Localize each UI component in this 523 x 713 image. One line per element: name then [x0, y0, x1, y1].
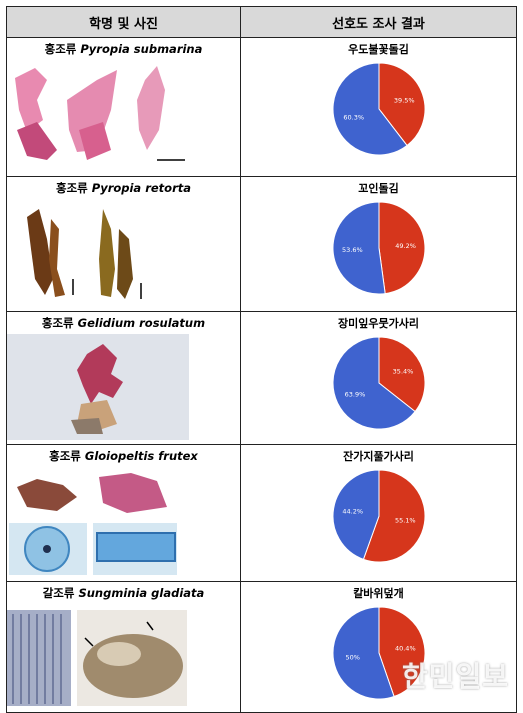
specimen-photo	[15, 66, 185, 161]
header-row: 학명 및 사진 선호도 조사 결과	[6, 6, 517, 38]
pie-slice-label: 50%	[345, 653, 359, 661]
preference-pie-chart: 55.1% 44.2%	[332, 469, 426, 563]
header-species: 학명 및 사진	[6, 6, 241, 38]
algae-group: 갈조류	[42, 586, 75, 600]
specimen-photo	[27, 209, 142, 299]
result-cell: 잔가지풀가사리 55.1% 44.2%	[240, 444, 517, 582]
korean-name: 장미잎우뭇가사리	[338, 317, 419, 330]
pie-slice	[362, 469, 426, 563]
algae-group: 홍조류	[56, 181, 88, 195]
preference-pie-chart: 35.4% 63.9%	[332, 336, 425, 430]
species-cell: 홍조류 Gelidium rosulatum	[6, 311, 241, 445]
pie-slice	[332, 62, 408, 156]
pie-slice-label: 60.3%	[343, 114, 364, 122]
table-row: 갈조류 Sungminia gladiata 칼바위덮개 40.4	[6, 581, 517, 713]
preference-pie-chart: 49.2% 53.6%	[331, 201, 425, 295]
scientific-name: Pyropia submarina	[80, 42, 203, 56]
scientific-name: Gloiopeltis frutex	[84, 449, 198, 463]
species-name: 홍조류 Pyropia submarina	[7, 41, 240, 57]
header-results: 선호도 조사 결과	[240, 6, 517, 38]
specimen-photo	[7, 610, 187, 706]
specimen-photo	[7, 334, 189, 440]
pie-slice-label: 35.4%	[392, 367, 413, 375]
pie-slice	[378, 62, 425, 147]
pie-slice-label: 55.1%	[394, 517, 415, 525]
species-cell: 홍조류 Gloiopeltis frutex	[6, 444, 241, 582]
table-row: 홍조류 Gloiopeltis frutex 잔가지풀가사리 55.1% 44.2…	[6, 444, 517, 582]
preference-pie-chart: 39.5% 60.3%	[332, 62, 425, 156]
specimen-photo	[9, 473, 177, 575]
species-cell: 갈조류 Sungminia gladiata	[6, 581, 241, 713]
pie-slice-label: 39.5%	[393, 96, 414, 104]
species-cell: 홍조류 Pyropia submarina	[6, 37, 241, 177]
pie-slice-label: 44.2%	[342, 507, 363, 515]
species-name: 홍조류 Pyropia retorta	[7, 180, 240, 196]
result-cell: 우도불꽃돌김 39.5% 60.3%	[240, 37, 517, 177]
pie-slice	[378, 336, 425, 413]
pie-slice	[332, 469, 379, 560]
pie-slice	[331, 606, 395, 700]
result-cell: 꼬인돌김 49.2% 53.6%	[240, 176, 517, 312]
species-name: 홍조류 Gloiopeltis frutex	[7, 448, 240, 464]
scientific-name: Sungminia gladiata	[78, 586, 205, 600]
pie-slice-label: 53.6%	[342, 246, 363, 254]
table-row: 홍조류 Pyropia submarina 우도불꽃돌김 39.5% 60.3%	[6, 37, 517, 177]
result-cell: 장미잎우뭇가사리 35.4% 63.9%	[240, 311, 517, 445]
pie-slice-label: 63.9%	[344, 391, 365, 399]
algae-group: 홍조류	[44, 42, 77, 56]
pie-slice-label: 49.2%	[395, 242, 416, 250]
algae-group: 홍조류	[49, 449, 81, 463]
korean-name: 잔가지풀가사리	[343, 450, 414, 463]
survey-table: 학명 및 사진 선호도 조사 결과 홍조류 Pyropia submarina …	[6, 6, 517, 713]
pie-slice	[331, 201, 386, 295]
species-name: 홍조류 Gelidium rosulatum	[7, 315, 240, 331]
watermark-logo: 한민일보	[401, 660, 509, 693]
species-name: 갈조류 Sungminia gladiata	[7, 585, 240, 601]
species-cell: 홍조류 Pyropia retorta	[6, 176, 241, 312]
table-row: 홍조류 Gelidium rosulatum 장미잎우뭇가사리 35.4% 63.…	[6, 311, 517, 445]
table-row: 홍조류 Pyropia retorta 꼬인돌김 49.2% 53.6%	[6, 176, 517, 312]
result-cell: 칼바위덮개 40.4% 50%	[240, 581, 517, 713]
scientific-name: Gelidium rosulatum	[77, 316, 206, 330]
pie-slice	[378, 606, 425, 698]
pie-slice-label: 40.4%	[394, 645, 415, 653]
preference-pie-chart: 40.4% 50%	[331, 606, 425, 700]
korean-name: 칼바위덮개	[353, 587, 404, 600]
korean-name: 꼬인돌김	[358, 182, 399, 195]
algae-group: 홍조류	[41, 316, 74, 330]
pie-slice	[378, 201, 425, 295]
scientific-name: Pyropia retorta	[91, 181, 191, 195]
pie-slice	[332, 336, 416, 430]
korean-name: 우도불꽃돌김	[348, 43, 409, 56]
